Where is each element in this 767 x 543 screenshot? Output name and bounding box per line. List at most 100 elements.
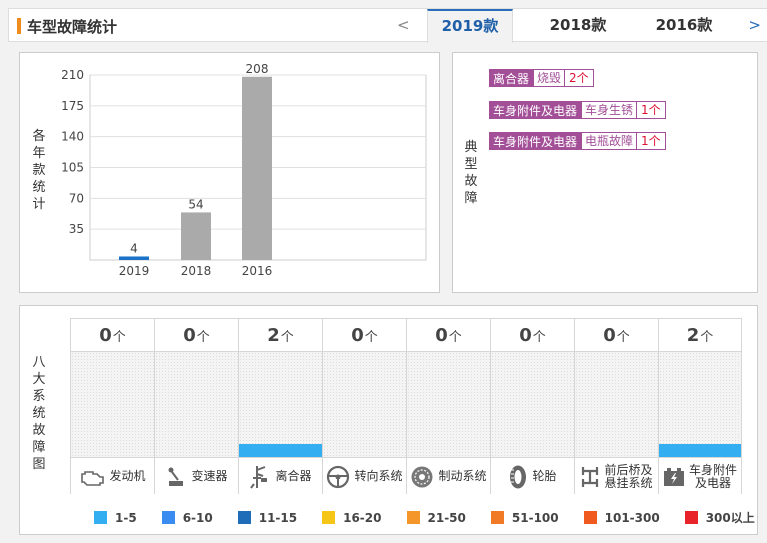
systems-grid: 0个 发动机 0个 变速器 2个 离合器 0个 [70, 318, 743, 495]
typical-faults-panel: 典型故障 离合器 烧毁 2个 车身附件及电器 车身生锈 1个 车身附件及电器 电… [452, 52, 758, 293]
legend-item: 101-300 [583, 509, 660, 526]
system-column-engine[interactable]: 0个 发动机 [70, 318, 154, 495]
system-level-area [575, 352, 658, 457]
fault-category: 离合器 [489, 69, 534, 87]
system-level-area [239, 352, 322, 457]
legend-item: 16-20 [322, 509, 382, 526]
fault-item[interactable]: 车身附件及电器 车身生锈 1个 [489, 101, 666, 119]
y-tick-label: 210 [61, 68, 84, 82]
system-count: 0个 [323, 319, 406, 352]
legend-swatch [94, 511, 107, 524]
system-column-steering[interactable]: 0个 转向系统 [322, 318, 406, 495]
system-count: 2个 [239, 319, 322, 352]
fault-count: 2个 [565, 69, 594, 87]
system-label: 轮胎 [491, 457, 574, 495]
system-count: 0个 [491, 319, 574, 352]
bar-2018 [181, 212, 211, 260]
y-tick-label: 35 [69, 222, 84, 236]
system-count: 0个 [407, 319, 490, 352]
legend-swatch [322, 511, 336, 524]
system-label: 离合器 [239, 457, 322, 495]
system-level-area [659, 352, 741, 457]
year-bar-chart: 35 70 105 140 175 210 4 2019 54 2018 208 2016 [61, 62, 427, 278]
next-arrow-button[interactable]: > [748, 16, 761, 34]
system-count: 0个 [155, 319, 238, 352]
x-tick-label: 2016 [242, 264, 273, 278]
fault-count: 1个 [637, 101, 666, 119]
tab-2016[interactable]: 2016款 [655, 16, 713, 34]
y-tick-label: 70 [69, 191, 84, 205]
fault-item[interactable]: 离合器 烧毁 2个 [489, 69, 594, 87]
system-level-fill [239, 444, 322, 457]
fault-category: 车身附件及电器 [489, 101, 582, 119]
legend-swatch [583, 511, 597, 524]
tab-2019[interactable]: 2019款 [427, 9, 513, 43]
bar-value-label: 54 [188, 197, 203, 211]
system-column-clutch[interactable]: 2个 离合器 [238, 318, 322, 495]
system-column-suspension[interactable]: 0个 前后桥及 悬挂系统 [574, 318, 658, 495]
legend-swatch [406, 511, 420, 524]
year-stats-panel: 各年款统计 35 70 105 140 175 210 4 2019 54 2018 208 2016 [19, 52, 440, 293]
brake-disc-icon [411, 466, 433, 487]
system-level-fill [659, 444, 741, 457]
steering-wheel-icon [327, 465, 350, 488]
system-label: 车身附件 及电器 [659, 457, 741, 495]
severity-legend: 1-5 6-10 11-15 16-20 21-50 51-100 101-30… [94, 509, 755, 526]
fault-type: 烧毁 [533, 69, 566, 87]
system-level-area [71, 352, 154, 457]
legend-item: 6-10 [161, 509, 213, 526]
x-tick-label: 2018 [181, 264, 212, 278]
bar-value-label: 208 [246, 62, 269, 76]
system-label: 变速器 [155, 457, 238, 495]
gear-shift-icon [168, 467, 184, 486]
legend-swatch [490, 511, 504, 524]
engine-icon [81, 470, 105, 486]
system-count: 0个 [575, 319, 658, 352]
legend-swatch [161, 511, 175, 524]
bar-2019 [119, 256, 149, 260]
system-label: 发动机 [71, 457, 154, 495]
system-column-tire[interactable]: 0个 轮胎 [490, 318, 574, 495]
legend-item: 21-50 [406, 509, 466, 526]
system-level-area [155, 352, 238, 457]
title-accent [17, 18, 21, 34]
tab-2018[interactable]: 2018款 [549, 16, 607, 34]
system-count: 2个 [659, 319, 741, 352]
fault-type: 车身生锈 [581, 101, 638, 119]
prev-arrow-button[interactable]: < [397, 16, 410, 34]
legend-item: 11-15 [237, 509, 297, 526]
eight-systems-panel: 八大系统故障图 0个 发动机 0个 变速器 2个 离合器 [19, 305, 758, 535]
system-count: 0个 [71, 319, 154, 352]
fault-count: 1个 [637, 132, 666, 150]
fault-category: 车身附件及电器 [489, 132, 582, 150]
fault-type: 电瓶故障 [581, 132, 638, 150]
suspension-icon [582, 466, 599, 487]
fault-item[interactable]: 车身附件及电器 电瓶故障 1个 [489, 132, 666, 150]
legend-item: 51-100 [490, 509, 559, 526]
x-tick-label: 2019 [119, 264, 150, 278]
bar-value-label: 4 [130, 241, 138, 255]
system-level-area [407, 352, 490, 457]
battery-icon [663, 467, 684, 486]
system-column-body-electrical[interactable]: 2个 车身附件 及电器 [658, 318, 742, 495]
legend-item: 1-5 [94, 509, 137, 526]
system-level-area [491, 352, 574, 457]
tire-icon [510, 465, 527, 488]
system-column-brake[interactable]: 0个 制动系统 [406, 318, 490, 495]
legend-item: 300以上 [684, 509, 755, 526]
page-title: 车型故障统计 [27, 18, 118, 36]
y-tick-label: 105 [61, 161, 84, 175]
header-bar: 车型故障统计 < 2019款 2018款 2016款 > [8, 8, 767, 43]
clutch-icon [250, 465, 268, 489]
legend-swatch [684, 511, 698, 524]
system-column-transmission[interactable]: 0个 变速器 [154, 318, 238, 495]
typical-faults-label: 典型故障 [464, 140, 478, 206]
system-label: 前后桥及 悬挂系统 [575, 457, 658, 495]
system-label: 制动系统 [407, 457, 490, 495]
system-level-area [323, 352, 406, 457]
system-label: 转向系统 [323, 457, 406, 495]
legend-swatch [237, 511, 251, 524]
y-tick-label: 175 [61, 99, 84, 113]
bar-2016 [242, 76, 272, 260]
year-stats-label: 各年款统计 [32, 129, 46, 212]
